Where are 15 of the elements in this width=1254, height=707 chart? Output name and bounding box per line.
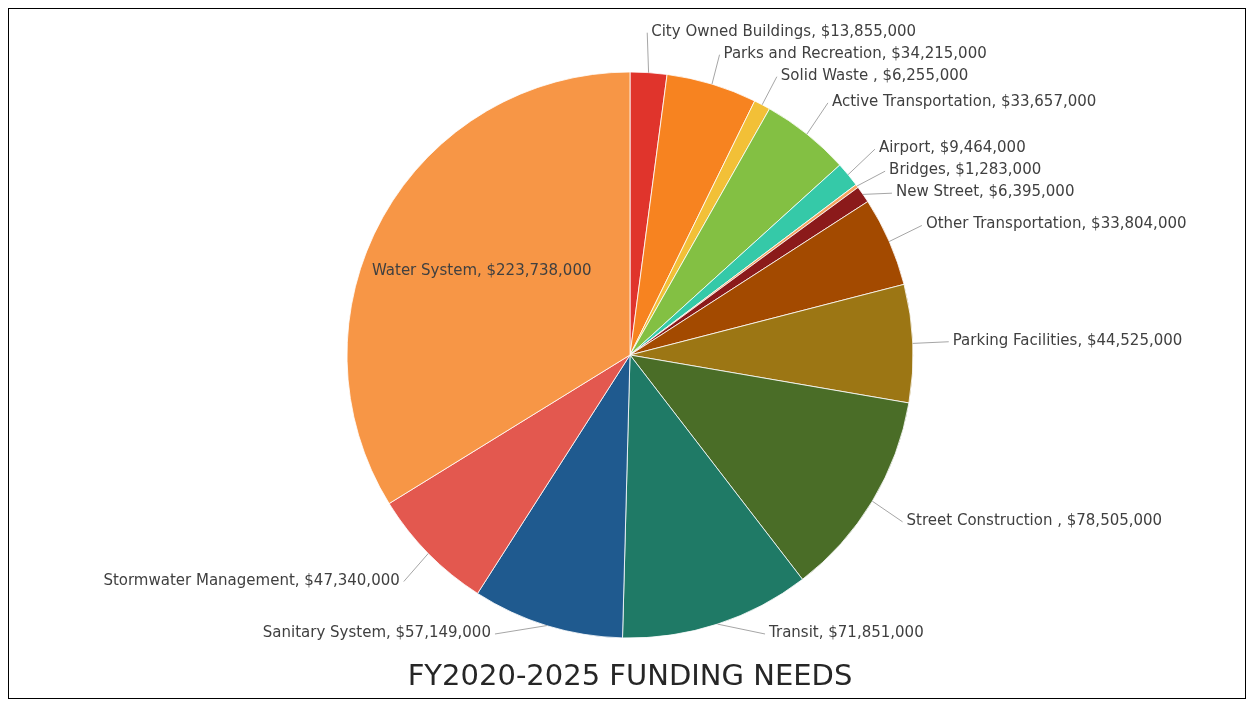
slice-label: Active Transportation, $33,657,000: [831, 91, 1097, 110]
text: FY2020-2025 FUNDING NEEDS: [407, 658, 853, 692]
slice-label: Solid Waste , $6,255,000: [780, 65, 969, 84]
slice-label: Bridges, $1,283,000: [889, 160, 1042, 179]
slice-label: Water System, $223,738,000: [371, 261, 592, 280]
slice-label: Stormwater Management, $47,340,000: [103, 570, 400, 589]
slice-label: New Street, $6,395,000: [895, 182, 1075, 201]
slice-label: City Owned Buildings, $13,855,000: [651, 21, 917, 40]
slice-label: Street Construction , $78,505,000: [906, 510, 1163, 529]
slice-label: Transit, $71,851,000: [768, 623, 924, 641]
slice-label: Other Transportation, $33,804,000: [925, 214, 1187, 233]
slice-label: Airport, $9,464,000: [878, 138, 1026, 157]
slice-label: Sanitary System, $57,149,000: [262, 623, 491, 641]
slice-label: Parking Facilities, $44,525,000: [952, 330, 1183, 349]
slice-label: Parks and Recreation, $34,215,000: [723, 43, 987, 62]
